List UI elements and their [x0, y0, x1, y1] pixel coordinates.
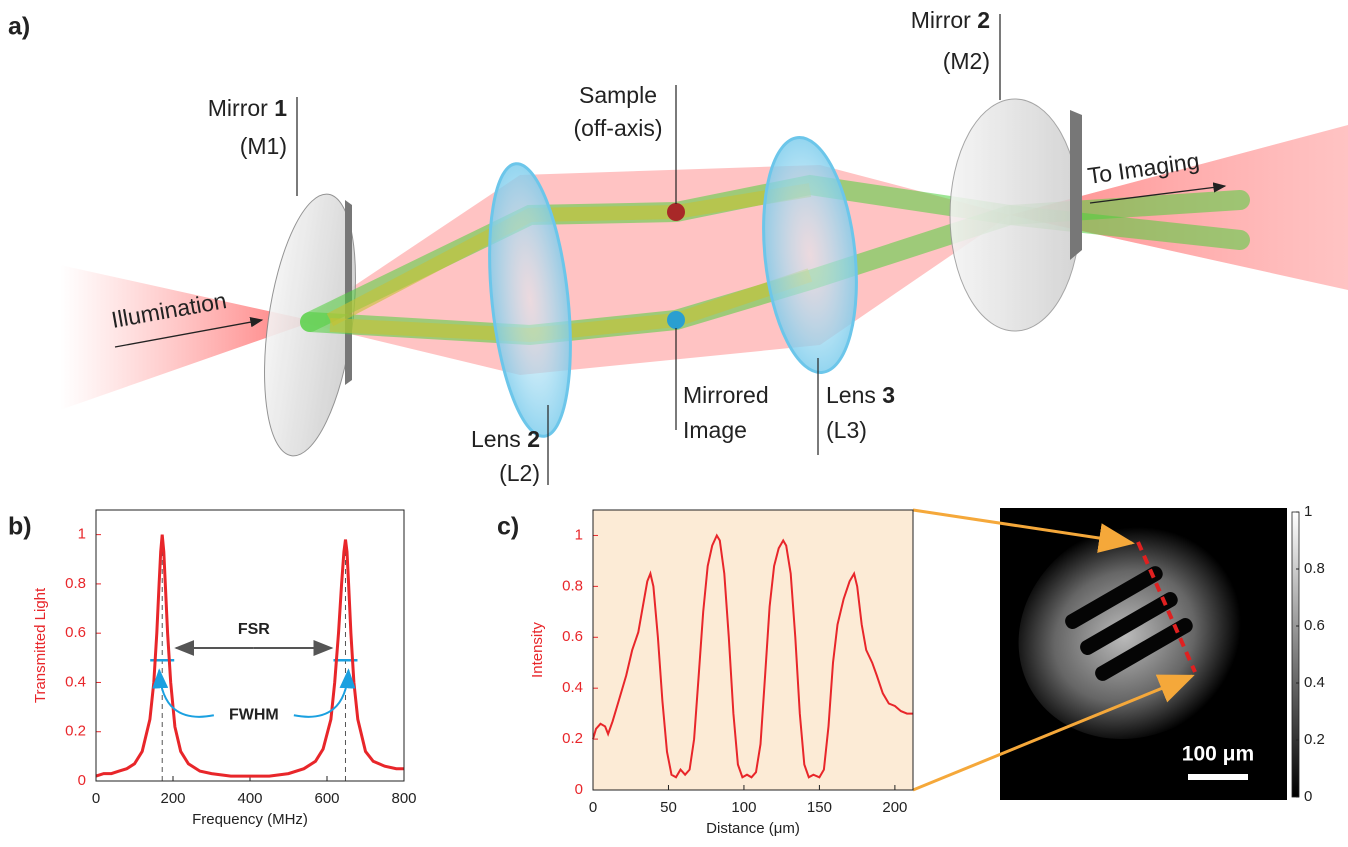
y-tick-label: 0.6	[65, 624, 86, 641]
panel-label: c)	[497, 513, 519, 541]
component-label: Mirror 2	[911, 7, 990, 33]
component-number: 3	[882, 382, 895, 408]
y-tick-label: 0.4	[562, 679, 583, 696]
colorbar-tick-label: 0.4	[1304, 674, 1325, 691]
x-tick-label: 0	[92, 790, 100, 807]
x-tick-label: 0	[589, 799, 597, 816]
y-tick-label: 0.4	[65, 673, 86, 690]
y-tick-label: 1	[78, 526, 86, 543]
x-tick-label: 800	[391, 790, 416, 807]
component-number: 2	[977, 7, 990, 33]
colorbar	[1292, 512, 1299, 797]
component-id: (L2)	[499, 460, 540, 486]
x-tick-label: 400	[237, 790, 262, 807]
component-label: Lens 3	[826, 382, 895, 408]
component-number: 1	[274, 95, 287, 121]
illumination-beam	[60, 265, 300, 410]
mirrored-image-sphere	[667, 311, 685, 329]
scale-bar-label: 100 μm	[1182, 743, 1254, 766]
component-name: Lens	[826, 382, 876, 408]
component-label: Mirrored	[683, 382, 769, 408]
panel-label: b)	[8, 513, 32, 541]
fwhm-label: FWHM	[229, 707, 279, 724]
y-tick-label: 0.2	[562, 730, 583, 747]
component-label: Sample	[579, 82, 657, 108]
component-label: Lens 2	[471, 426, 540, 452]
figure: Illumination To Imaging 100 μm a) b) c) Mir…	[0, 0, 1348, 842]
plot-area	[96, 510, 404, 781]
y-tick-label: 0	[78, 772, 86, 789]
component-id: (M2)	[943, 48, 990, 74]
optical-diagram: Illumination To Imaging	[60, 14, 1348, 485]
fsr-label: FSR	[238, 621, 270, 638]
component-name: Mirror	[208, 95, 268, 121]
x-tick-label: 200	[160, 790, 185, 807]
y-tick-label: 0	[575, 781, 583, 798]
colorbar-tick-label: 0.2	[1304, 731, 1325, 748]
mirror-2	[950, 99, 1080, 331]
y-axis-label: Intensity	[529, 622, 546, 678]
component-name: Sample	[579, 82, 657, 108]
panel-label: a)	[8, 13, 30, 41]
y-tick-label: 0.8	[65, 575, 86, 592]
component-id: (off-axis)	[573, 115, 662, 141]
colorbar-tick-label: 1	[1304, 503, 1312, 520]
x-axis-label: Frequency (MHz)	[192, 811, 308, 828]
component-name: Lens	[471, 426, 521, 452]
x-tick-label: 100	[731, 799, 756, 816]
component-name: Mirrored	[683, 382, 769, 408]
mirror-2-edge	[1070, 110, 1082, 260]
y-axis-label: Transmitted Light	[32, 587, 49, 703]
x-tick-label: 150	[807, 799, 832, 816]
x-axis-label: Distance (μm)	[706, 820, 800, 837]
y-tick-label: 0.6	[562, 628, 583, 645]
component-id: Image	[683, 417, 747, 443]
plot-area	[593, 510, 913, 790]
component-label: Mirror 1	[208, 95, 287, 121]
colorbar-tick-label: 0	[1304, 788, 1312, 805]
y-tick-label: 0.8	[562, 577, 583, 594]
y-tick-label: 1	[575, 526, 583, 543]
colorbar-tick-label: 0.6	[1304, 617, 1325, 634]
component-id: (M1)	[240, 133, 287, 159]
sample-sphere	[667, 203, 685, 221]
y-tick-label: 0.2	[65, 723, 86, 740]
component-name: Mirror	[911, 7, 971, 33]
colorbar-tick-label: 0.8	[1304, 560, 1325, 577]
x-tick-label: 200	[882, 799, 907, 816]
x-tick-label: 600	[314, 790, 339, 807]
component-id: (L3)	[826, 417, 867, 443]
scale-bar	[1188, 774, 1248, 780]
x-tick-label: 50	[660, 799, 677, 816]
component-number: 2	[527, 426, 540, 452]
